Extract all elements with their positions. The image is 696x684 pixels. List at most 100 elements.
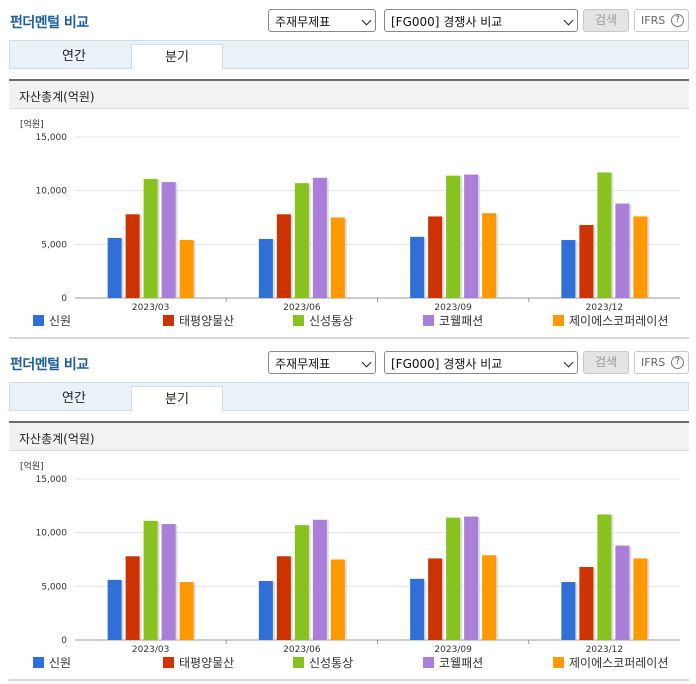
compare-select[interactable]: [FG000] 경쟁사 비교 (384, 9, 578, 32)
bar (143, 520, 158, 640)
divider (9, 679, 689, 681)
bar (615, 203, 630, 298)
bar (161, 182, 176, 298)
bar (107, 237, 122, 298)
legend-label: 태평양물산 (179, 656, 235, 670)
bar (107, 579, 122, 640)
bar (464, 516, 479, 640)
legend-label: 신성통상 (309, 656, 354, 670)
bar (615, 545, 630, 640)
bar (410, 578, 425, 640)
ifrs-button[interactable]: IFRS ? (634, 9, 689, 32)
y-tick-label: 5,000 (41, 240, 67, 250)
bar (161, 524, 176, 640)
legend-item[interactable]: 신성통상 (293, 312, 353, 329)
legend-swatch (33, 315, 44, 326)
legend-item[interactable]: 태평양물산 (163, 312, 234, 329)
legend-item[interactable]: 제이에스코퍼레이션 (553, 312, 668, 329)
legend-label: 제이에스코퍼레이션 (569, 656, 669, 670)
legend-swatch (163, 315, 174, 326)
bar (428, 558, 443, 640)
ifrs-label: IFRS (641, 356, 666, 369)
legend-item[interactable]: 코웰패션 (423, 312, 483, 329)
legend-label: 신성통상 (309, 314, 354, 328)
asset-bar-chart: 0 5,000 10,000 15,000 2023/03 2023/06 2023/09 2… (36, 133, 680, 313)
bar (579, 567, 594, 640)
bar (561, 582, 576, 640)
y-tick-label: 10,000 (36, 529, 68, 539)
tab-quarterly[interactable]: 분기 (131, 386, 223, 412)
y-tick-label: 0 (61, 636, 67, 646)
y-tick-label: 0 (61, 294, 67, 304)
legend-swatch (553, 657, 564, 668)
bar (410, 236, 425, 298)
legend-item[interactable]: 신성통상 (293, 654, 353, 671)
divider (9, 337, 689, 339)
chart-legend: 신원 태평양물산 신성통상 코웰패션 제이에스코퍼레이션 (0, 654, 696, 672)
legend-item[interactable]: 신원 (33, 312, 71, 329)
x-tick-label: 2023/09 (434, 303, 472, 313)
bar (125, 556, 140, 640)
ifrs-label: IFRS (641, 14, 666, 27)
bar (482, 555, 497, 640)
bar (330, 559, 345, 640)
metric-select[interactable]: 주재무제표 (268, 9, 376, 32)
legend-label: 코웰패션 (439, 656, 484, 670)
y-tick-label: 15,000 (36, 133, 68, 143)
legend-item[interactable]: 신원 (33, 654, 71, 671)
tab-quarterly[interactable]: 분기 (131, 44, 223, 70)
bar (561, 240, 576, 298)
unit-label: [억원] (20, 462, 44, 472)
bar (258, 580, 273, 640)
unit-label: [억원] (20, 120, 44, 130)
bar (579, 225, 594, 298)
bar (143, 178, 158, 298)
search-button[interactable]: 검색 (583, 351, 629, 374)
asset-bar-chart: 0 5,000 10,000 15,000 2023/03 2023/06 2023/09 2… (36, 475, 680, 655)
compare-select-value: [FG000] 경쟁사 비교 (391, 15, 503, 29)
compare-select-value: [FG000] 경쟁사 비교 (391, 357, 503, 371)
legend-swatch (293, 657, 304, 668)
help-icon: ? (671, 356, 684, 369)
metric-select[interactable]: 주재무제표 (268, 351, 376, 374)
legend-swatch (33, 657, 44, 668)
tab-annual[interactable]: 연간 (62, 49, 86, 64)
bar (276, 556, 291, 640)
bar (464, 174, 479, 298)
bar (633, 216, 648, 298)
legend-item[interactable]: 코웰패션 (423, 654, 483, 671)
bar (179, 240, 194, 298)
period-tabs: 연간 분기 (9, 40, 689, 70)
help-icon: ? (671, 14, 684, 27)
bar (179, 582, 194, 640)
x-tick-label: 2023/12 (586, 303, 623, 313)
tab-annual[interactable]: 연간 (62, 391, 86, 406)
y-tick-label: 10,000 (36, 187, 68, 197)
x-tick-label: 2023/09 (434, 645, 472, 655)
bar (294, 183, 309, 298)
legend-label: 제이에스코퍼레이션 (569, 314, 669, 328)
bar (312, 519, 327, 640)
legend-label: 신원 (49, 314, 72, 328)
compare-select[interactable]: [FG000] 경쟁사 비교 (384, 351, 578, 374)
legend-swatch (293, 315, 304, 326)
metric-select-value: 주재무제표 (275, 15, 331, 29)
x-tick-label: 2023/03 (132, 645, 169, 655)
legend-item[interactable]: 제이에스코퍼레이션 (553, 654, 668, 671)
search-button[interactable]: 검색 (583, 9, 629, 32)
fundamental-panel-2: 펀더멘털 비교 주재무제표 [FG000] 경쟁사 비교 검색 IFRS ? 연… (0, 342, 696, 684)
bar (294, 525, 309, 640)
x-tick-label: 2023/06 (283, 303, 321, 313)
panel-title: 펀더멘털 비교 (10, 357, 89, 373)
ifrs-button[interactable]: IFRS ? (634, 351, 689, 374)
legend-label: 태평양물산 (179, 314, 235, 328)
bar (446, 517, 461, 640)
bar (258, 238, 273, 298)
bar (597, 514, 612, 640)
section-title: 자산총계(억원) (9, 79, 689, 109)
legend-swatch (423, 657, 434, 668)
legend-label: 신원 (49, 656, 72, 670)
bar (428, 216, 443, 298)
legend-item[interactable]: 태평양물산 (163, 654, 234, 671)
period-tabs: 연간 분기 (9, 382, 689, 412)
